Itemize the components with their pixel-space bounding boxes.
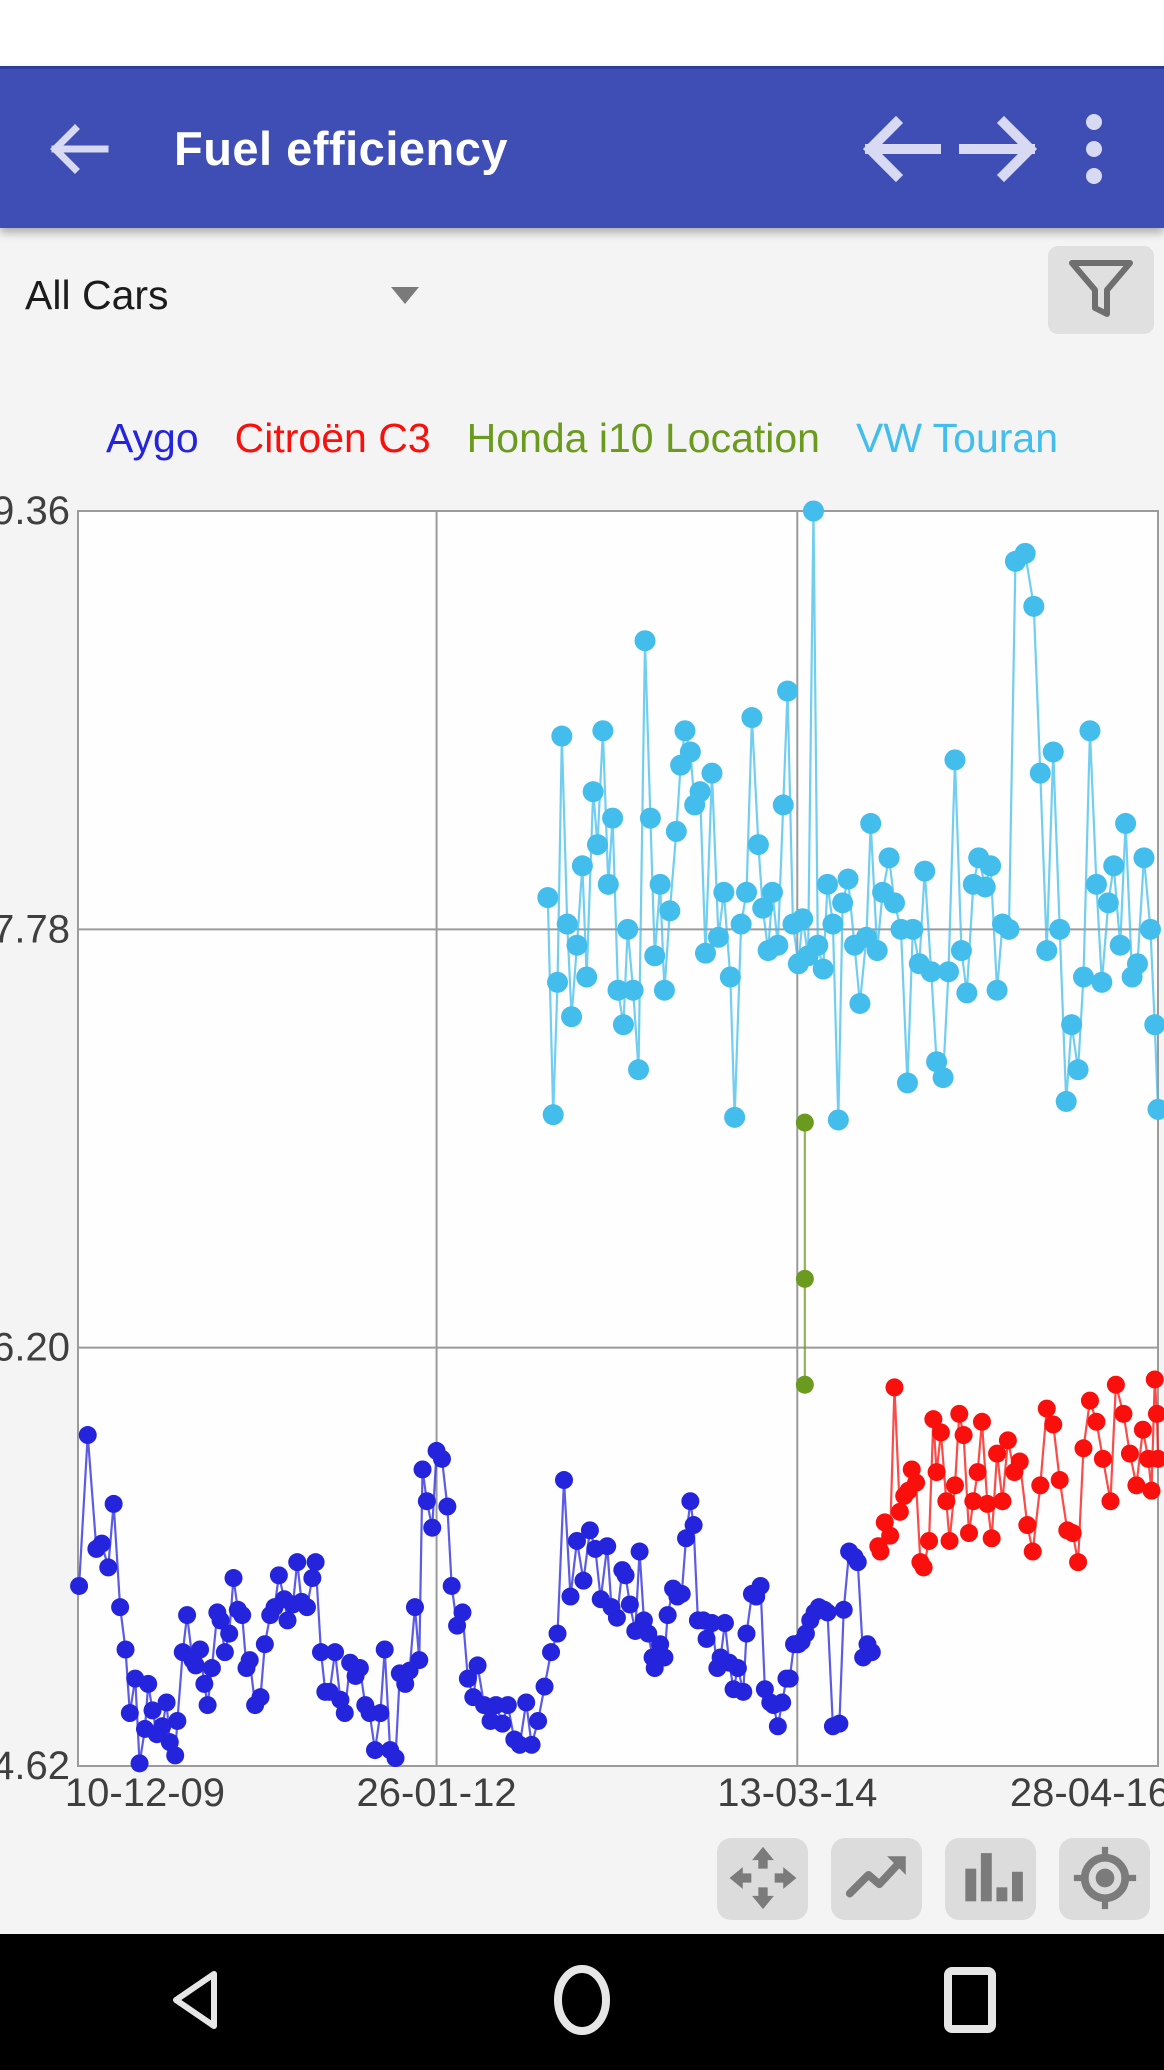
home-circle-icon [551, 1963, 613, 2042]
nav-recents-button[interactable] [776, 1966, 1164, 2039]
selected-car-label: All Cars [25, 271, 169, 318]
gps-center-button[interactable] [1059, 1838, 1150, 1920]
filter-button[interactable] [1048, 246, 1154, 334]
x-tick-label: 28-04-16 [1010, 1771, 1164, 1815]
chart-legend: Aygo Citroën C3 Honda i10 Location VW To… [0, 415, 1164, 462]
legend-item-honda-i10-location[interactable]: Honda i10 Location [466, 415, 820, 461]
chevron-down-icon [391, 286, 419, 304]
pan-arrows-icon [728, 1845, 798, 1914]
bar-chart-icon [956, 1845, 1026, 1914]
app-bar: Fuel efficiency [0, 66, 1164, 228]
series-points-Citroën C3 [869, 1370, 1164, 1577]
status-bar [0, 0, 1164, 66]
page-title: Fuel efficiency [174, 122, 508, 175]
legend-item-citroen-c3[interactable]: Citroën C3 [234, 415, 431, 461]
line-chart-button[interactable] [831, 1838, 922, 1920]
y-tick-label: 9.36 [0, 489, 70, 533]
previous-arrow-icon[interactable] [854, 101, 950, 197]
y-tick-label: 7.78 [0, 907, 70, 951]
series-points-Honda i10 Location [795, 1113, 814, 1394]
chart-toolbar [717, 1838, 1150, 1920]
x-tick-label: 13-03-14 [717, 1771, 877, 1815]
pan-button[interactable] [717, 1838, 808, 1920]
recents-square-icon [943, 1966, 997, 2039]
back-arrow-icon[interactable] [44, 113, 116, 185]
nav-back-button[interactable] [0, 1969, 388, 2036]
android-nav-bar [0, 1934, 1164, 2070]
back-triangle-icon [168, 1969, 220, 2036]
series-points-Aygo [70, 1426, 881, 1773]
x-tick-label: 26-01-12 [356, 1771, 516, 1815]
nav-home-button[interactable] [388, 1963, 776, 2042]
series-line-Citroën C3 [877, 1379, 1160, 1571]
overflow-menu-icon[interactable] [1046, 101, 1142, 197]
y-tick-label: 6.20 [0, 1326, 70, 1370]
gps-target-icon [1070, 1845, 1140, 1914]
legend-item-vw-touran[interactable]: VW Touran [855, 415, 1059, 461]
series-points-VW Touran [537, 500, 1164, 1131]
next-arrow-icon[interactable] [950, 101, 1046, 197]
y-tick-label: 4.62 [0, 1744, 70, 1788]
fuel-efficiency-chart[interactable]: 9.36 7.78 6.20 4.62 10-12-09 26-01-12 13-03-14… [0, 0, 1164, 1830]
car-selector-dropdown[interactable]: All Cars [25, 264, 425, 326]
bar-chart-button[interactable] [945, 1838, 1036, 1920]
x-tick-label: 10-12-09 [65, 1771, 225, 1815]
filter-row: All Cars [0, 228, 1164, 358]
legend-item-aygo[interactable]: Aygo [105, 415, 199, 461]
trend-line-icon [842, 1845, 912, 1914]
funnel-icon [1066, 257, 1136, 324]
